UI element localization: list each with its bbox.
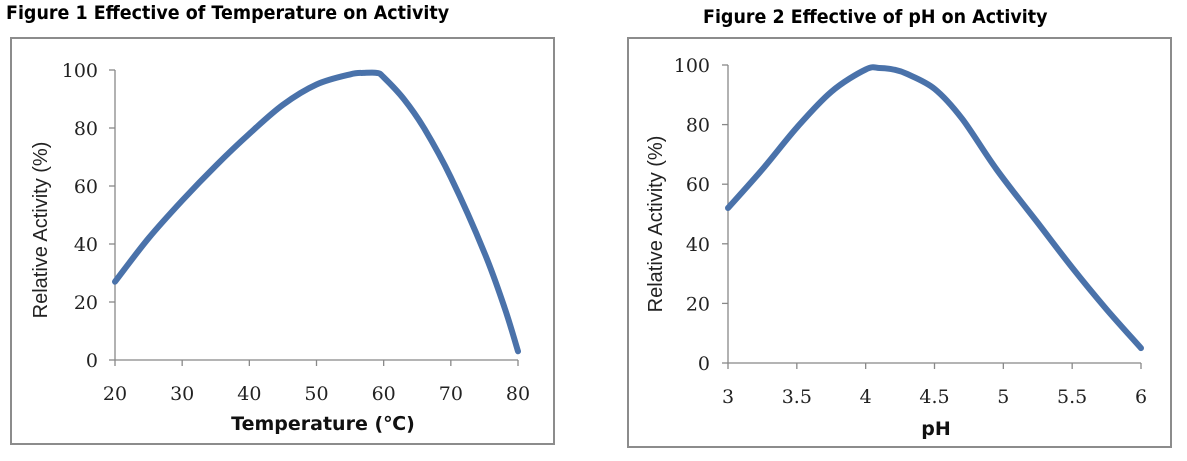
chart-1-panel — [10, 37, 555, 445]
chart-1-title: Figure 1 Effective of Temperature on Act… — [6, 2, 450, 24]
chart-2-title: Figure 2 Effective of pH on Activity — [703, 6, 1048, 28]
chart-2-panel — [627, 37, 1172, 448]
